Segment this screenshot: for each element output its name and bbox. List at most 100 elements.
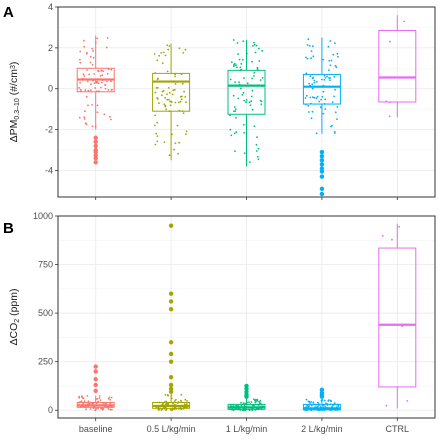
jitter-point: [168, 98, 170, 101]
jitter-point: [173, 148, 175, 151]
jitter-point: [174, 101, 177, 104]
jitter-point: [173, 400, 176, 402]
jitter-point: [169, 104, 172, 107]
jitter-point: [183, 403, 186, 405]
jitter-point: [86, 80, 89, 83]
jitter-point: [257, 147, 260, 150]
jitter-point: [107, 397, 110, 400]
jitter-point: [176, 124, 179, 127]
y-tick-label: 0: [48, 84, 53, 94]
jitter-point: [110, 408, 113, 411]
jitter-point: [324, 405, 327, 408]
jitter-point: [252, 45, 254, 47]
jitter-point: [249, 104, 252, 107]
y-axis-label-sub: 2: [14, 319, 21, 323]
outlier-point: [319, 169, 325, 174]
jitter-point: [311, 87, 314, 90]
jitter-point: [325, 402, 327, 405]
jitter-point: [318, 100, 321, 103]
jitter-point: [87, 89, 90, 92]
jitter-point: [84, 110, 86, 113]
jitter-point: [256, 66, 259, 69]
jitter-point: [329, 79, 331, 81]
jitter-point: [164, 394, 167, 396]
jitter-point: [184, 48, 187, 51]
outlier-point: [93, 155, 98, 161]
jitter-point: [315, 97, 318, 100]
box-ctrl: [378, 223, 417, 409]
jitter-point: [177, 101, 180, 104]
jitter-point: [185, 133, 187, 136]
jitter-point: [307, 38, 310, 41]
jitter-point: [330, 125, 332, 128]
jitter-point: [307, 405, 310, 408]
jitter-point: [334, 64, 337, 67]
jitter-point: [311, 83, 314, 86]
jitter-point: [86, 395, 89, 397]
jitter-point: [335, 66, 338, 69]
jitter-point: [160, 52, 163, 54]
box-2-l-kg-min: [302, 37, 341, 197]
jitter-point: [161, 90, 164, 93]
jitter-point: [328, 69, 330, 71]
jitter-point: [322, 58, 325, 61]
jitter-point: [232, 94, 235, 97]
jitter-point: [97, 69, 99, 72]
jitter-point: [258, 402, 261, 404]
y-tick-label: 500: [38, 308, 53, 318]
jitter-point: [317, 405, 320, 407]
jitter-point: [85, 95, 88, 98]
jitter-point: [100, 407, 103, 410]
jitter-point: [242, 91, 245, 94]
jitter-point: [89, 408, 92, 410]
jitter-point: [102, 402, 105, 405]
jitter-point: [305, 72, 308, 75]
jitter-point: [251, 89, 254, 92]
y-axis-label-sub: 0.3–10: [14, 98, 21, 120]
outlier-point: [319, 387, 325, 393]
outlier-point: [168, 359, 174, 364]
jitter-point: [174, 75, 177, 78]
jitter-point: [330, 400, 332, 403]
jitter-point: [98, 397, 101, 399]
jitter-point: [332, 53, 335, 56]
jitter-point: [156, 140, 159, 143]
jitter-point: [322, 404, 325, 407]
outlier-point: [168, 340, 174, 345]
outlier-point: [319, 166, 325, 171]
outlier-point: [168, 291, 174, 296]
jitter-point: [239, 87, 242, 90]
jitter-point: [323, 399, 326, 402]
jitter-point: [168, 45, 171, 47]
jitter-point: [313, 81, 316, 84]
jitter-point: [179, 100, 182, 103]
jitter-point: [336, 118, 338, 120]
jitter-point: [153, 53, 156, 55]
outlier-point: [93, 382, 98, 388]
jitter-point: [78, 87, 80, 89]
jitter-point: [328, 399, 330, 401]
jitter-point: [237, 97, 240, 100]
jitter-point: [90, 83, 92, 86]
jitter-point: [92, 50, 94, 52]
jitter-point: [330, 59, 333, 62]
jitter-point: [333, 75, 336, 78]
jitter-point: [100, 86, 102, 89]
jitter-point: [245, 99, 248, 101]
jitter-point: [165, 108, 168, 111]
jitter-point: [238, 81, 240, 83]
jitter-point: [331, 101, 334, 104]
jitter-point: [184, 398, 187, 401]
jitter-point: [243, 404, 246, 407]
outlier-point: [93, 376, 98, 382]
jitter-point: [312, 76, 315, 79]
jitter-point: [337, 55, 339, 58]
jitter-point: [236, 66, 238, 69]
jitter-point: [163, 141, 166, 144]
outlier-point: [93, 369, 98, 374]
jitter-point: [260, 100, 263, 103]
jitter-point: [320, 98, 322, 101]
jitter-point: [334, 42, 336, 44]
jitter-point: [91, 64, 94, 66]
jitter-point: [323, 74, 326, 77]
